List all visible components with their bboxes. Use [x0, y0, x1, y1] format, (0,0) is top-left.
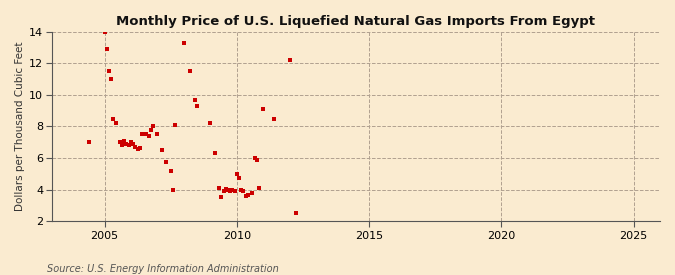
Point	[232, 172, 242, 176]
Point	[220, 186, 231, 191]
Point	[167, 187, 178, 192]
Point	[234, 176, 244, 181]
Point	[141, 132, 152, 137]
Point	[253, 186, 264, 190]
Point	[185, 69, 196, 73]
Point	[247, 191, 258, 195]
Point	[119, 139, 130, 144]
Point	[291, 211, 302, 215]
Point	[128, 142, 138, 146]
Point	[108, 116, 119, 121]
Point	[143, 134, 154, 138]
Point	[209, 151, 220, 155]
Point	[130, 145, 141, 149]
Point	[110, 121, 121, 125]
Point	[227, 187, 238, 192]
Point	[121, 142, 132, 146]
Point	[137, 132, 148, 137]
Point	[190, 98, 200, 102]
Point	[145, 128, 156, 133]
Title: Monthly Price of U.S. Liquefied Natural Gas Imports From Egypt: Monthly Price of U.S. Liquefied Natural …	[116, 15, 595, 28]
Point	[84, 140, 95, 144]
Point	[115, 140, 126, 144]
Point	[192, 104, 202, 108]
Point	[269, 116, 279, 121]
Text: Source: U.S. Energy Information Administration: Source: U.S. Energy Information Administ…	[47, 264, 279, 274]
Point	[132, 146, 143, 151]
Point	[152, 132, 163, 137]
Point	[157, 148, 167, 152]
Point	[205, 121, 216, 125]
Point	[242, 193, 253, 197]
Point	[148, 123, 159, 128]
Point	[240, 194, 251, 198]
Point	[101, 47, 112, 51]
Point	[216, 195, 227, 200]
Point	[223, 187, 234, 192]
Point	[104, 69, 115, 73]
Point	[214, 186, 225, 190]
Point	[161, 160, 171, 164]
Point	[284, 58, 295, 62]
Point	[124, 142, 134, 147]
Point	[126, 140, 136, 144]
Point	[117, 143, 128, 148]
Point	[165, 168, 176, 173]
Point	[169, 123, 180, 127]
Point	[236, 187, 246, 192]
Point	[258, 107, 269, 111]
Point	[178, 41, 189, 45]
Point	[251, 157, 262, 162]
Point	[99, 30, 110, 34]
Y-axis label: Dollars per Thousand Cubic Feet: Dollars per Thousand Cubic Feet	[15, 42, 25, 211]
Point	[225, 189, 236, 193]
Point	[249, 156, 260, 160]
Point	[106, 77, 117, 81]
Point	[134, 145, 145, 150]
Point	[218, 189, 229, 193]
Point	[230, 189, 240, 193]
Point	[238, 189, 249, 193]
